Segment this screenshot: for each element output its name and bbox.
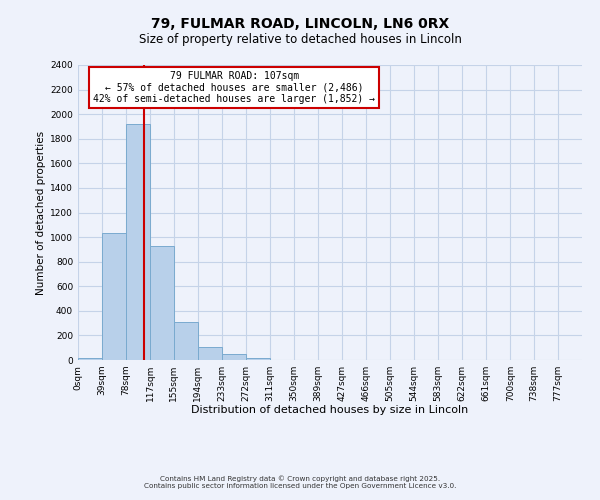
Bar — [174, 322, 198, 360]
Y-axis label: Number of detached properties: Number of detached properties — [36, 130, 46, 294]
Bar — [198, 347, 222, 360]
Bar — [222, 354, 246, 360]
Bar — [102, 234, 126, 360]
Text: 79 FULMAR ROAD: 107sqm
← 57% of detached houses are smaller (2,486)
42% of semi-: 79 FULMAR ROAD: 107sqm ← 57% of detached… — [93, 71, 375, 104]
Bar — [150, 246, 175, 360]
X-axis label: Distribution of detached houses by size in Lincoln: Distribution of detached houses by size … — [191, 406, 469, 415]
Text: Size of property relative to detached houses in Lincoln: Size of property relative to detached ho… — [139, 32, 461, 46]
Bar — [246, 358, 270, 360]
Bar — [126, 124, 150, 360]
Text: 79, FULMAR ROAD, LINCOLN, LN6 0RX: 79, FULMAR ROAD, LINCOLN, LN6 0RX — [151, 18, 449, 32]
Text: Contains HM Land Registry data © Crown copyright and database right 2025.
Contai: Contains HM Land Registry data © Crown c… — [144, 476, 456, 489]
Bar — [78, 358, 102, 360]
